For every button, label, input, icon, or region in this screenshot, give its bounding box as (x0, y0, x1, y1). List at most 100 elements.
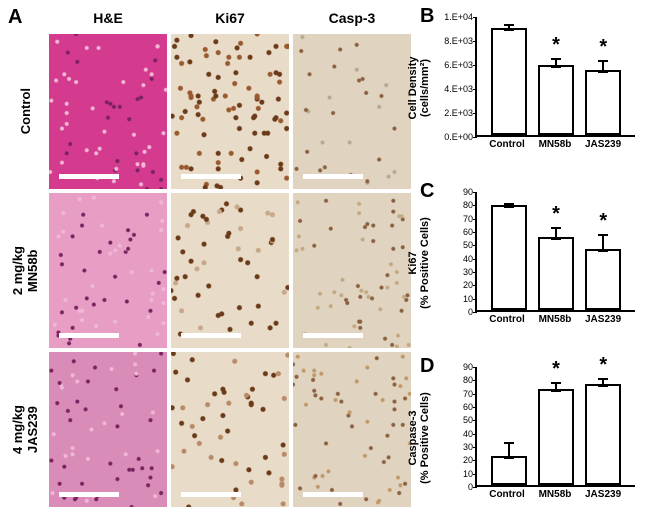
y-tick-label: 90 (463, 362, 473, 372)
y-tick-label: 4.E+03 (444, 84, 473, 94)
error-cap-icon (504, 29, 514, 31)
x-labels-group: ControlMN58bJAS239 (475, 314, 635, 325)
bar-JAS239: * (585, 249, 621, 310)
y-axis-label: Cell Density (cells/mm²) (407, 28, 431, 148)
col-header-he: H&E (49, 10, 167, 26)
y-tick-label: 60 (463, 227, 473, 237)
x-labels-group: ControlMN58bJAS239 (475, 139, 635, 150)
panel-label: B (420, 5, 434, 28)
x-tick-label: MN58b (537, 489, 573, 500)
y-tick-label: 6.E+03 (444, 60, 473, 70)
error-cap-icon (598, 234, 608, 236)
row-label-jas239: 4 mg/kg JAS239 (10, 405, 40, 454)
x-labels-group: Control MN58b JAS239 (475, 489, 635, 500)
scale-bar-icon (59, 333, 119, 338)
error-cap-icon (551, 58, 561, 60)
significance-star-icon: * (599, 36, 607, 59)
y-tick-mark (473, 487, 477, 488)
figure-container: A H&E Ki67 Casp-3 Control 2 mg/kg MN58b … (0, 0, 650, 525)
error-cap-icon (598, 71, 608, 73)
row-label-mn58b: 2 mg/kg MN58b (10, 246, 40, 295)
error-cap-icon (551, 66, 561, 68)
panel-label: C (420, 180, 434, 203)
bars-group: ** (477, 192, 635, 310)
y-tick-label: 1.E+04 (444, 12, 473, 22)
error-cap-icon (551, 238, 561, 240)
col-header-ki67: Ki67 (171, 10, 289, 26)
y-tick-label: 10 (463, 294, 473, 304)
error-cap-icon (504, 457, 514, 459)
y-tick-label: 50 (463, 415, 473, 425)
micrograph-jas239-casp3 (293, 352, 411, 507)
error-cap-icon (598, 60, 608, 62)
micrograph-grid: H&E Ki67 Casp-3 Control 2 mg/kg MN58b 4 … (5, 5, 415, 507)
x-tick-label: JAS239 (585, 314, 621, 325)
chart-axes: 0102030405060708090** (475, 192, 635, 312)
bars-group: ** (477, 367, 635, 485)
y-tick-label: 70 (463, 389, 473, 399)
error-cap-icon (551, 390, 561, 392)
x-tick-label: JAS239 (585, 489, 621, 500)
y-tick-mark (473, 312, 477, 313)
y-tick-label: 70 (463, 214, 473, 224)
y-tick-label: 30 (463, 267, 473, 277)
y-axis-label: Ki67 (% Positive Cells) (407, 203, 431, 323)
scale-bar-icon (181, 333, 241, 338)
chart-axes: 0102030405060708090** (475, 367, 635, 487)
error-cap-icon (504, 24, 514, 26)
scale-bar-icon (303, 333, 363, 338)
y-axis-label: Caspase-3 (% Positive Cells) (407, 378, 431, 498)
y-tick-label: 2.E+03 (444, 108, 473, 118)
micrograph-jas239-ki67 (171, 352, 289, 507)
scale-bar-icon (303, 492, 363, 497)
bars-group: ** (477, 17, 635, 135)
error-cap-icon (504, 442, 514, 444)
error-cap-icon (598, 385, 608, 387)
y-tick-label: 20 (463, 455, 473, 465)
x-tick-label: MN58b (537, 139, 573, 150)
panel-c-chart: C0102030405060708090**Ki67 (% Positive C… (420, 180, 645, 345)
y-tick-label: 0.E+00 (444, 132, 473, 142)
panel-b-chart: B 0.E+002.E+034.E+036.E+038.E+031.E+04** C… (420, 5, 645, 170)
scale-bar-icon (303, 174, 363, 179)
panel-label: D (420, 355, 434, 378)
y-tick-label: 60 (463, 402, 473, 412)
charts-column: B 0.E+002.E+034.E+036.E+038.E+031.E+04** C… (415, 5, 645, 520)
micrograph-mn58b-casp3 (293, 193, 411, 348)
micrograph-control-ki67 (171, 34, 289, 189)
error-bar-icon (508, 443, 510, 458)
row-label-control: Control (18, 88, 33, 134)
significance-star-icon: * (599, 210, 607, 233)
chart-axes: 0.E+002.E+034.E+036.E+038.E+031.E+04** (475, 17, 635, 137)
bar-MN58b: * (538, 389, 574, 485)
scale-bar-icon (59, 174, 119, 179)
error-cap-icon (598, 378, 608, 380)
significance-star-icon: * (599, 354, 607, 377)
bar-MN58b: * (538, 237, 574, 310)
error-bar-icon (602, 235, 604, 251)
x-tick-label: Control (489, 139, 525, 150)
y-tick-label: 80 (463, 375, 473, 385)
panel-a: A H&E Ki67 Casp-3 Control 2 mg/kg MN58b … (5, 5, 415, 520)
bar-MN58b: * (538, 65, 574, 135)
scale-bar-icon (181, 174, 241, 179)
col-header-casp3: Casp-3 (293, 10, 411, 26)
bar-JAS239: * (585, 70, 621, 135)
significance-star-icon: * (552, 358, 560, 381)
panel-d-chart: D0102030405060708090**Caspase-3 (% Posit… (420, 355, 645, 520)
micrograph-control-casp3 (293, 34, 411, 189)
scale-bar-icon (181, 492, 241, 497)
micrograph-mn58b-he (49, 193, 167, 348)
bar-Control (491, 28, 527, 135)
y-tick-label: 40 (463, 429, 473, 439)
error-cap-icon (504, 206, 514, 208)
error-cap-icon (598, 250, 608, 252)
error-cap-icon (551, 227, 561, 229)
bar-JAS239: * (585, 384, 621, 485)
significance-star-icon: * (552, 34, 560, 57)
x-tick-label: Control (489, 489, 525, 500)
y-tick-label: 90 (463, 187, 473, 197)
y-tick-label: 30 (463, 442, 473, 452)
micrograph-jas239-he (49, 352, 167, 507)
y-tick-label: 40 (463, 254, 473, 264)
